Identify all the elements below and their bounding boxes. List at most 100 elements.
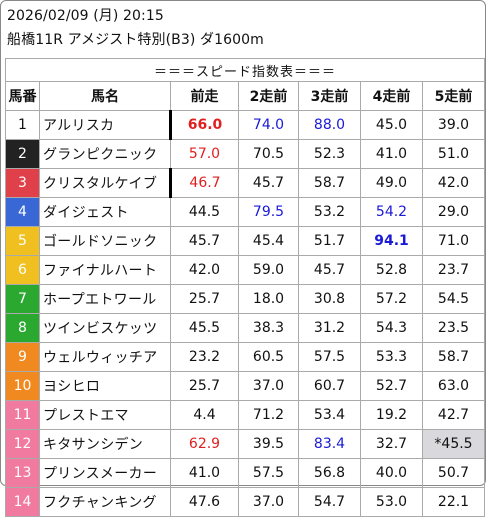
- speed-index-value: 74.0: [238, 110, 299, 140]
- horse-name: ゴールドソニック: [39, 226, 171, 256]
- speed-index-value: 54.7: [298, 487, 361, 517]
- table-row: 11 プレストエマ 4.4 71.2 53.4 19.2 42.7: [5, 400, 486, 430]
- column-header-horse-number: 馬番: [5, 81, 40, 111]
- speed-index-value: 53.3: [360, 342, 423, 372]
- speed-index-value: 57.5: [238, 458, 299, 488]
- table-row: 3 クリスタルケイブ 46.7 45.7 58.7 49.0 42.0: [5, 168, 486, 198]
- horse-number: 6: [5, 255, 40, 285]
- speed-index-value: 4.4: [170, 400, 239, 430]
- table-row: 5 ゴールドソニック 45.7 45.4 51.7 94.1 71.0: [5, 226, 486, 256]
- horse-number: 2: [5, 139, 40, 169]
- speed-index-value: 45.5: [170, 313, 239, 343]
- speed-index-value: 42.0: [170, 255, 239, 285]
- horse-name: ウェルウィッチア: [39, 342, 171, 372]
- horse-name: クリスタルケイブ: [39, 168, 172, 198]
- speed-index-value: 49.0: [360, 168, 423, 198]
- speed-index-value: 57.2: [360, 284, 423, 314]
- speed-index-value: 60.5: [238, 342, 299, 372]
- column-header-3-races-ago: 3走前: [298, 81, 361, 111]
- horse-name: ホープエトワール: [39, 284, 171, 314]
- speed-index-value: 47.6: [170, 487, 239, 517]
- horse-number: 7: [5, 284, 40, 314]
- column-header-4-races-ago: 4走前: [360, 81, 423, 111]
- horse-name: プレストエマ: [39, 400, 171, 430]
- horse-number: 12: [5, 429, 40, 459]
- speed-index-value: 53.0: [360, 487, 423, 517]
- speed-index-value: 44.5: [170, 197, 239, 227]
- speed-index-value: 52.3: [298, 139, 361, 169]
- speed-index-value: 88.0: [298, 110, 361, 140]
- column-header-horse-name: 馬名: [39, 81, 171, 111]
- speed-index-value: 23.2: [170, 342, 239, 372]
- speed-index-value: 57.5: [298, 342, 361, 372]
- speed-index-value: 52.7: [360, 371, 423, 401]
- speed-index-value: 51.0: [421, 139, 486, 169]
- horse-number: 3: [5, 168, 40, 198]
- horse-number: 14: [5, 487, 40, 517]
- table-row: 13 プリンスメーカー 41.0 57.5 56.8 40.0 50.7: [5, 458, 486, 488]
- horse-name: ツインビスケッツ: [39, 313, 171, 343]
- speed-index-value: 53.4: [298, 400, 361, 430]
- speed-index-value: 25.7: [170, 371, 239, 401]
- speed-index-value: 37.0: [238, 371, 299, 401]
- race-datetime: 2026/02/09 (月) 20:15: [7, 8, 164, 24]
- table-row: 9 ウェルウィッチア 23.2 60.5 57.5 53.3 58.7: [5, 342, 486, 372]
- horse-number: 11: [5, 400, 40, 430]
- speed-index-value: 66.0: [170, 110, 239, 140]
- speed-index-value: 45.7: [238, 168, 299, 198]
- horse-number: 4: [5, 197, 40, 227]
- speed-index-value: 23.5: [421, 313, 486, 343]
- speed-index-value: 56.8: [298, 458, 361, 488]
- horse-name: ヨシヒロ: [39, 371, 171, 401]
- speed-index-value: 71.2: [238, 400, 299, 430]
- table-row: 6 ファイナルハート 42.0 59.0 45.7 52.8 23.7: [5, 255, 486, 285]
- speed-index-value: 45.0: [360, 110, 423, 140]
- speed-index-value: 30.8: [298, 284, 361, 314]
- speed-index-value: 62.9: [170, 429, 239, 459]
- speed-index-value: *45.5: [421, 429, 486, 459]
- horse-number: 13: [5, 458, 40, 488]
- speed-index-value: 38.3: [238, 313, 299, 343]
- table-caption: ＝＝＝スピード指数表＝＝＝: [4, 58, 486, 82]
- speed-index-value: 45.4: [238, 226, 299, 256]
- horse-number: 8: [5, 313, 40, 343]
- speed-index-value: 70.5: [238, 139, 299, 169]
- column-header-last-race: 前走: [170, 81, 239, 111]
- horse-number: 5: [5, 226, 40, 256]
- table-row: 12 キタサンシデン 62.9 39.5 83.4 32.7 *45.5: [5, 429, 486, 459]
- table-row: 4 ダイジェスト 44.5 79.5 53.2 54.2 29.0: [5, 197, 486, 227]
- horse-name: ファイナルハート: [39, 255, 171, 285]
- table-row: 14 フクチャンキング 47.6 37.0 54.7 53.0 22.1: [5, 487, 486, 517]
- horse-number: 1: [5, 110, 40, 140]
- horse-number: 10: [5, 371, 40, 401]
- speed-index-value: 39.5: [238, 429, 299, 459]
- speed-index-value: 39.0: [421, 110, 486, 140]
- speed-index-value: 54.5: [421, 284, 486, 314]
- speed-index-value: 59.0: [238, 255, 299, 285]
- table-row: 1 アルリスカ 66.0 74.0 88.0 45.0 39.0: [5, 110, 486, 140]
- speed-index-value: 52.8: [360, 255, 423, 285]
- speed-index-value: 41.0: [170, 458, 239, 488]
- speed-index-value: 54.3: [360, 313, 423, 343]
- speed-index-value: 58.7: [298, 168, 361, 198]
- speed-index-value: 54.2: [360, 197, 423, 227]
- speed-index-value: 19.2: [360, 400, 423, 430]
- speed-index-value: 50.7: [421, 458, 486, 488]
- speed-index-value: 32.7: [360, 429, 423, 459]
- speed-index-table: ＝＝＝スピード指数表＝＝＝ 馬番 馬名 前走 2走前 3走前 4走前 5走前 1…: [4, 58, 486, 517]
- race-title: 船橋11R アメジスト特別(B3) ダ1600m: [7, 32, 264, 48]
- table-row: 7 ホープエトワール 25.7 18.0 30.8 57.2 54.5: [5, 284, 486, 314]
- table-row: 10 ヨシヒロ 25.7 37.0 60.7 52.7 63.0: [5, 371, 486, 401]
- speed-index-value: 25.7: [170, 284, 239, 314]
- table-row: 8 ツインビスケッツ 45.5 38.3 31.2 54.3 23.5: [5, 313, 486, 343]
- speed-index-value: 29.0: [421, 197, 486, 227]
- speed-index-value: 42.0: [421, 168, 486, 198]
- speed-index-value: 53.2: [298, 197, 361, 227]
- speed-index-value: 58.7: [421, 342, 486, 372]
- speed-index-value: 71.0: [421, 226, 486, 256]
- speed-index-value: 51.7: [298, 226, 361, 256]
- horse-name: グランピクニック: [39, 139, 171, 169]
- speed-index-value: 37.0: [238, 487, 299, 517]
- column-header-5-races-ago: 5走前: [421, 81, 486, 111]
